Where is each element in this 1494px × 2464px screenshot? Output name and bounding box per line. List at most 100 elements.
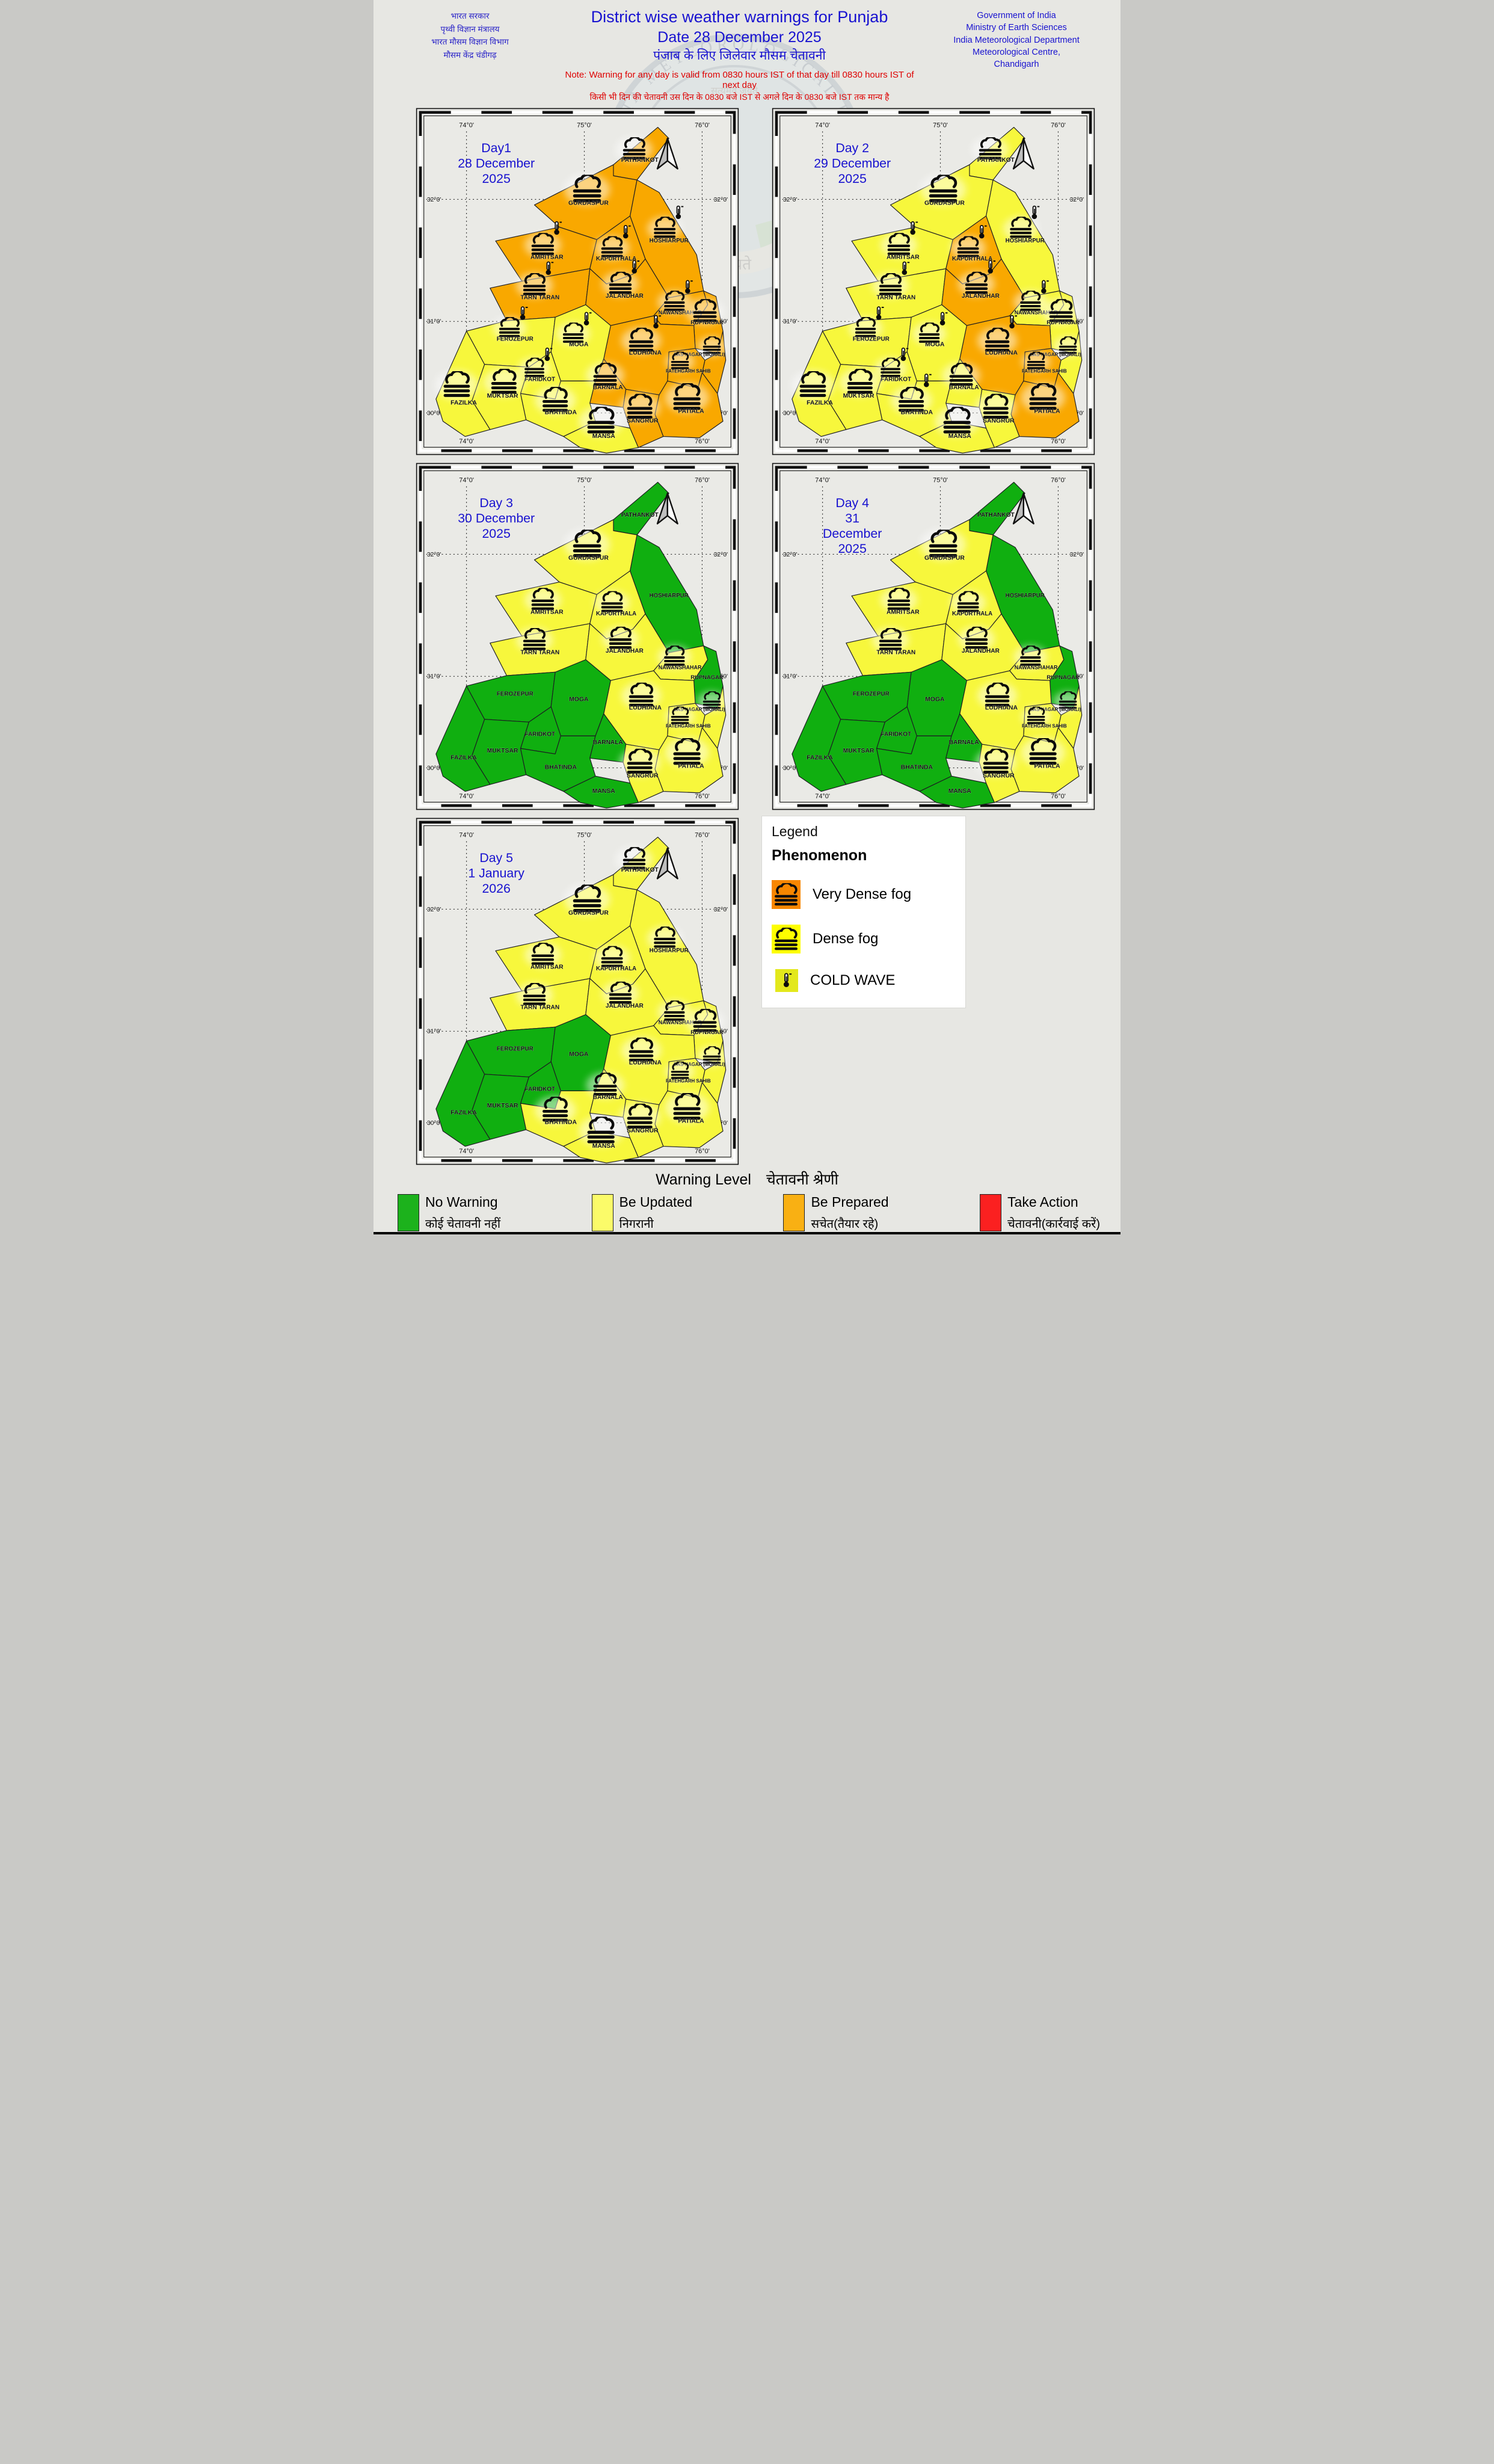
be-prepared-swatch — [783, 1194, 805, 1231]
district-label: FAZILKA — [807, 399, 833, 406]
district-label: MUKTSAR — [487, 393, 518, 399]
svg-text:74°0': 74°0' — [459, 122, 474, 129]
legend-item-label: Dense fog — [813, 930, 879, 947]
bulletin-page: INDIA METEOROLOGICAL DEPARTMENT सत्यमेव … — [374, 0, 1120, 1234]
map-day2: 74°0'74°0'75°0'75°0'76°0'76°0'32°0'32°0'… — [772, 108, 1095, 455]
district-label: RUPNAGAR — [1047, 674, 1080, 681]
svg-text:75°0': 75°0' — [577, 831, 592, 839]
district-label: FATEHGARH SAHIB — [1022, 368, 1067, 374]
district-label: MUKTSAR — [487, 1103, 518, 1109]
district-label: MUKTSAR — [843, 748, 875, 754]
svg-text:74°0': 74°0' — [459, 476, 474, 484]
warning-level-heading-hi: चेतावनी श्रेणी — [766, 1171, 838, 1188]
district-label: NAWANSHAHAR — [1015, 664, 1058, 670]
org-line: Government of India — [977, 11, 1056, 20]
very-dense-fog-icon — [772, 879, 801, 909]
map-panel-day1: 74°0'74°0'75°0'75°0'76°0'76°0'32°0'32°0'… — [404, 106, 751, 457]
svg-text:76°0': 76°0' — [1051, 793, 1066, 800]
level-label-hi: कोई चेतावनी नहीं — [425, 1217, 501, 1231]
svg-text:32°0': 32°0' — [427, 552, 441, 558]
header: भारत सरकार पृथ्वी विज्ञान मंत्रालय भारत … — [374, 0, 1120, 103]
svg-text:31°0': 31°0' — [783, 318, 797, 325]
district-fazilka — [435, 685, 491, 792]
svg-text:75°0': 75°0' — [933, 122, 948, 129]
district-label: FEROZEPUR — [497, 1046, 533, 1052]
district-label: BARNALA — [593, 384, 624, 391]
district-label: PATHANKOT — [977, 512, 1015, 519]
svg-text:30°0': 30°0' — [427, 410, 441, 416]
district-label: NAWANSHAHAR — [659, 1019, 702, 1025]
district-label: FARIDKOT — [524, 731, 555, 738]
district-label: BARNALA — [949, 384, 980, 391]
svg-text:74°0': 74°0' — [815, 476, 830, 484]
warning-level-heading-en: Warning Level — [656, 1171, 751, 1188]
map-content: 74°0'74°0'75°0'75°0'76°0'76°0'32°0'32°0'… — [426, 476, 729, 808]
district-label: JALANDHAR — [606, 1003, 644, 1009]
district-label: PATHANKOT — [621, 512, 659, 519]
district-label: TARN TARAN — [876, 649, 915, 656]
maps-grid: 74°0' 74°0' 75°0' 75°0' 76°0' 76°0' 32°0' 32°0'… — [374, 103, 1120, 1166]
cold-wave-icon — [775, 969, 798, 992]
district-label: MOGA — [569, 341, 589, 348]
header-english-org-block: Government of India Ministry of Earth Sc… — [917, 7, 1116, 103]
org-line: Meteorological Centre, — [973, 47, 1060, 57]
no-warning-swatch — [398, 1194, 419, 1231]
district-label: GURDASPUR — [568, 200, 609, 206]
svg-text:75°0': 75°0' — [577, 122, 592, 129]
svg-text:76°0': 76°0' — [695, 793, 710, 800]
level-label-hi: निगरानी — [619, 1217, 654, 1231]
svg-text:74°0': 74°0' — [459, 793, 474, 800]
be-updated-swatch — [591, 1194, 613, 1231]
bulletin-date: Date 28 December 2025 — [657, 28, 822, 46]
district-label: HOSHIARPUR — [1006, 593, 1045, 599]
district-label: SANGRUR — [627, 772, 659, 779]
district-label: BHATINDA — [545, 764, 577, 771]
svg-text:31°0': 31°0' — [427, 318, 441, 325]
level-label-en: Take Action — [1007, 1194, 1078, 1210]
svg-text:74°0': 74°0' — [815, 438, 830, 445]
district-label: RUPNAGAR — [690, 674, 724, 681]
header-title-block: District wise weather warnings for Punja… — [562, 7, 917, 103]
district-label: AMRITSAR — [530, 254, 564, 260]
level-label-hi: चेतावनी(कार्रवाई करें) — [1007, 1217, 1100, 1231]
map-panel-day3: 74°0'74°0'75°0'75°0'76°0'76°0'32°0'32°0'… — [404, 461, 751, 812]
level-label-en: No Warning — [425, 1194, 498, 1210]
page-title-hindi: पंजाब के लिए जिलेवार मौसम चेतावनी — [653, 49, 826, 63]
district-label: KAPURTHALA — [952, 610, 992, 617]
district-label: MANSA — [948, 788, 972, 795]
level-label-hi: सचेत(तैयार रहे) — [811, 1217, 879, 1231]
district-label: SANGRUR — [983, 417, 1015, 424]
district-label: HOSHIARPUR — [1006, 238, 1045, 244]
svg-text:30°0': 30°0' — [427, 765, 441, 771]
district-label: JALANDHAR — [962, 293, 1000, 300]
svg-text:30°0': 30°0' — [783, 765, 797, 771]
level-label-en: Be Prepared — [811, 1194, 889, 1210]
district-label: AMRITSAR — [530, 609, 564, 615]
district-label: AMRITSAR — [530, 964, 564, 970]
map-day5: 74°0'74°0'75°0'75°0'76°0'76°0'32°0'32°0'… — [416, 818, 739, 1165]
svg-text:76°0': 76°0' — [1051, 122, 1066, 129]
district-label: GURDASPUR — [568, 910, 609, 916]
district-label: MOGA — [569, 1051, 589, 1058]
svg-text:31°0': 31°0' — [427, 673, 441, 680]
svg-text:32°0': 32°0' — [1070, 197, 1084, 203]
district-label: LUDHIANA — [629, 1059, 662, 1066]
legend-panel: Legend Phenomenon Very Dense fog Dense f… — [762, 816, 965, 1008]
district-fazilka — [435, 1040, 491, 1147]
district-label: TARN TARAN — [520, 1004, 559, 1011]
district-label: LUDHIANA — [629, 704, 662, 711]
district-label: FATEHGARH SAHIB — [666, 723, 711, 728]
district-label: KAPURTHALA — [952, 255, 992, 262]
district-label: PATIALA — [1034, 408, 1060, 414]
district-label: FEROZEPUR — [497, 336, 533, 342]
district-label: AMRITSAR — [887, 609, 920, 615]
district-label: BARNALA — [593, 1094, 624, 1101]
district-label: MANSA — [592, 1143, 616, 1150]
svg-text:74°0': 74°0' — [459, 1148, 474, 1155]
legend-item-very-dense-fog: Very Dense fog — [772, 879, 956, 909]
org-line: Chandigarh — [994, 60, 1039, 70]
district-label: FEROZEPUR — [853, 691, 890, 697]
district-label: GURDASPUR — [924, 555, 965, 561]
svg-text:76°0': 76°0' — [695, 122, 710, 129]
page-title: District wise weather warnings for Punja… — [591, 8, 888, 26]
